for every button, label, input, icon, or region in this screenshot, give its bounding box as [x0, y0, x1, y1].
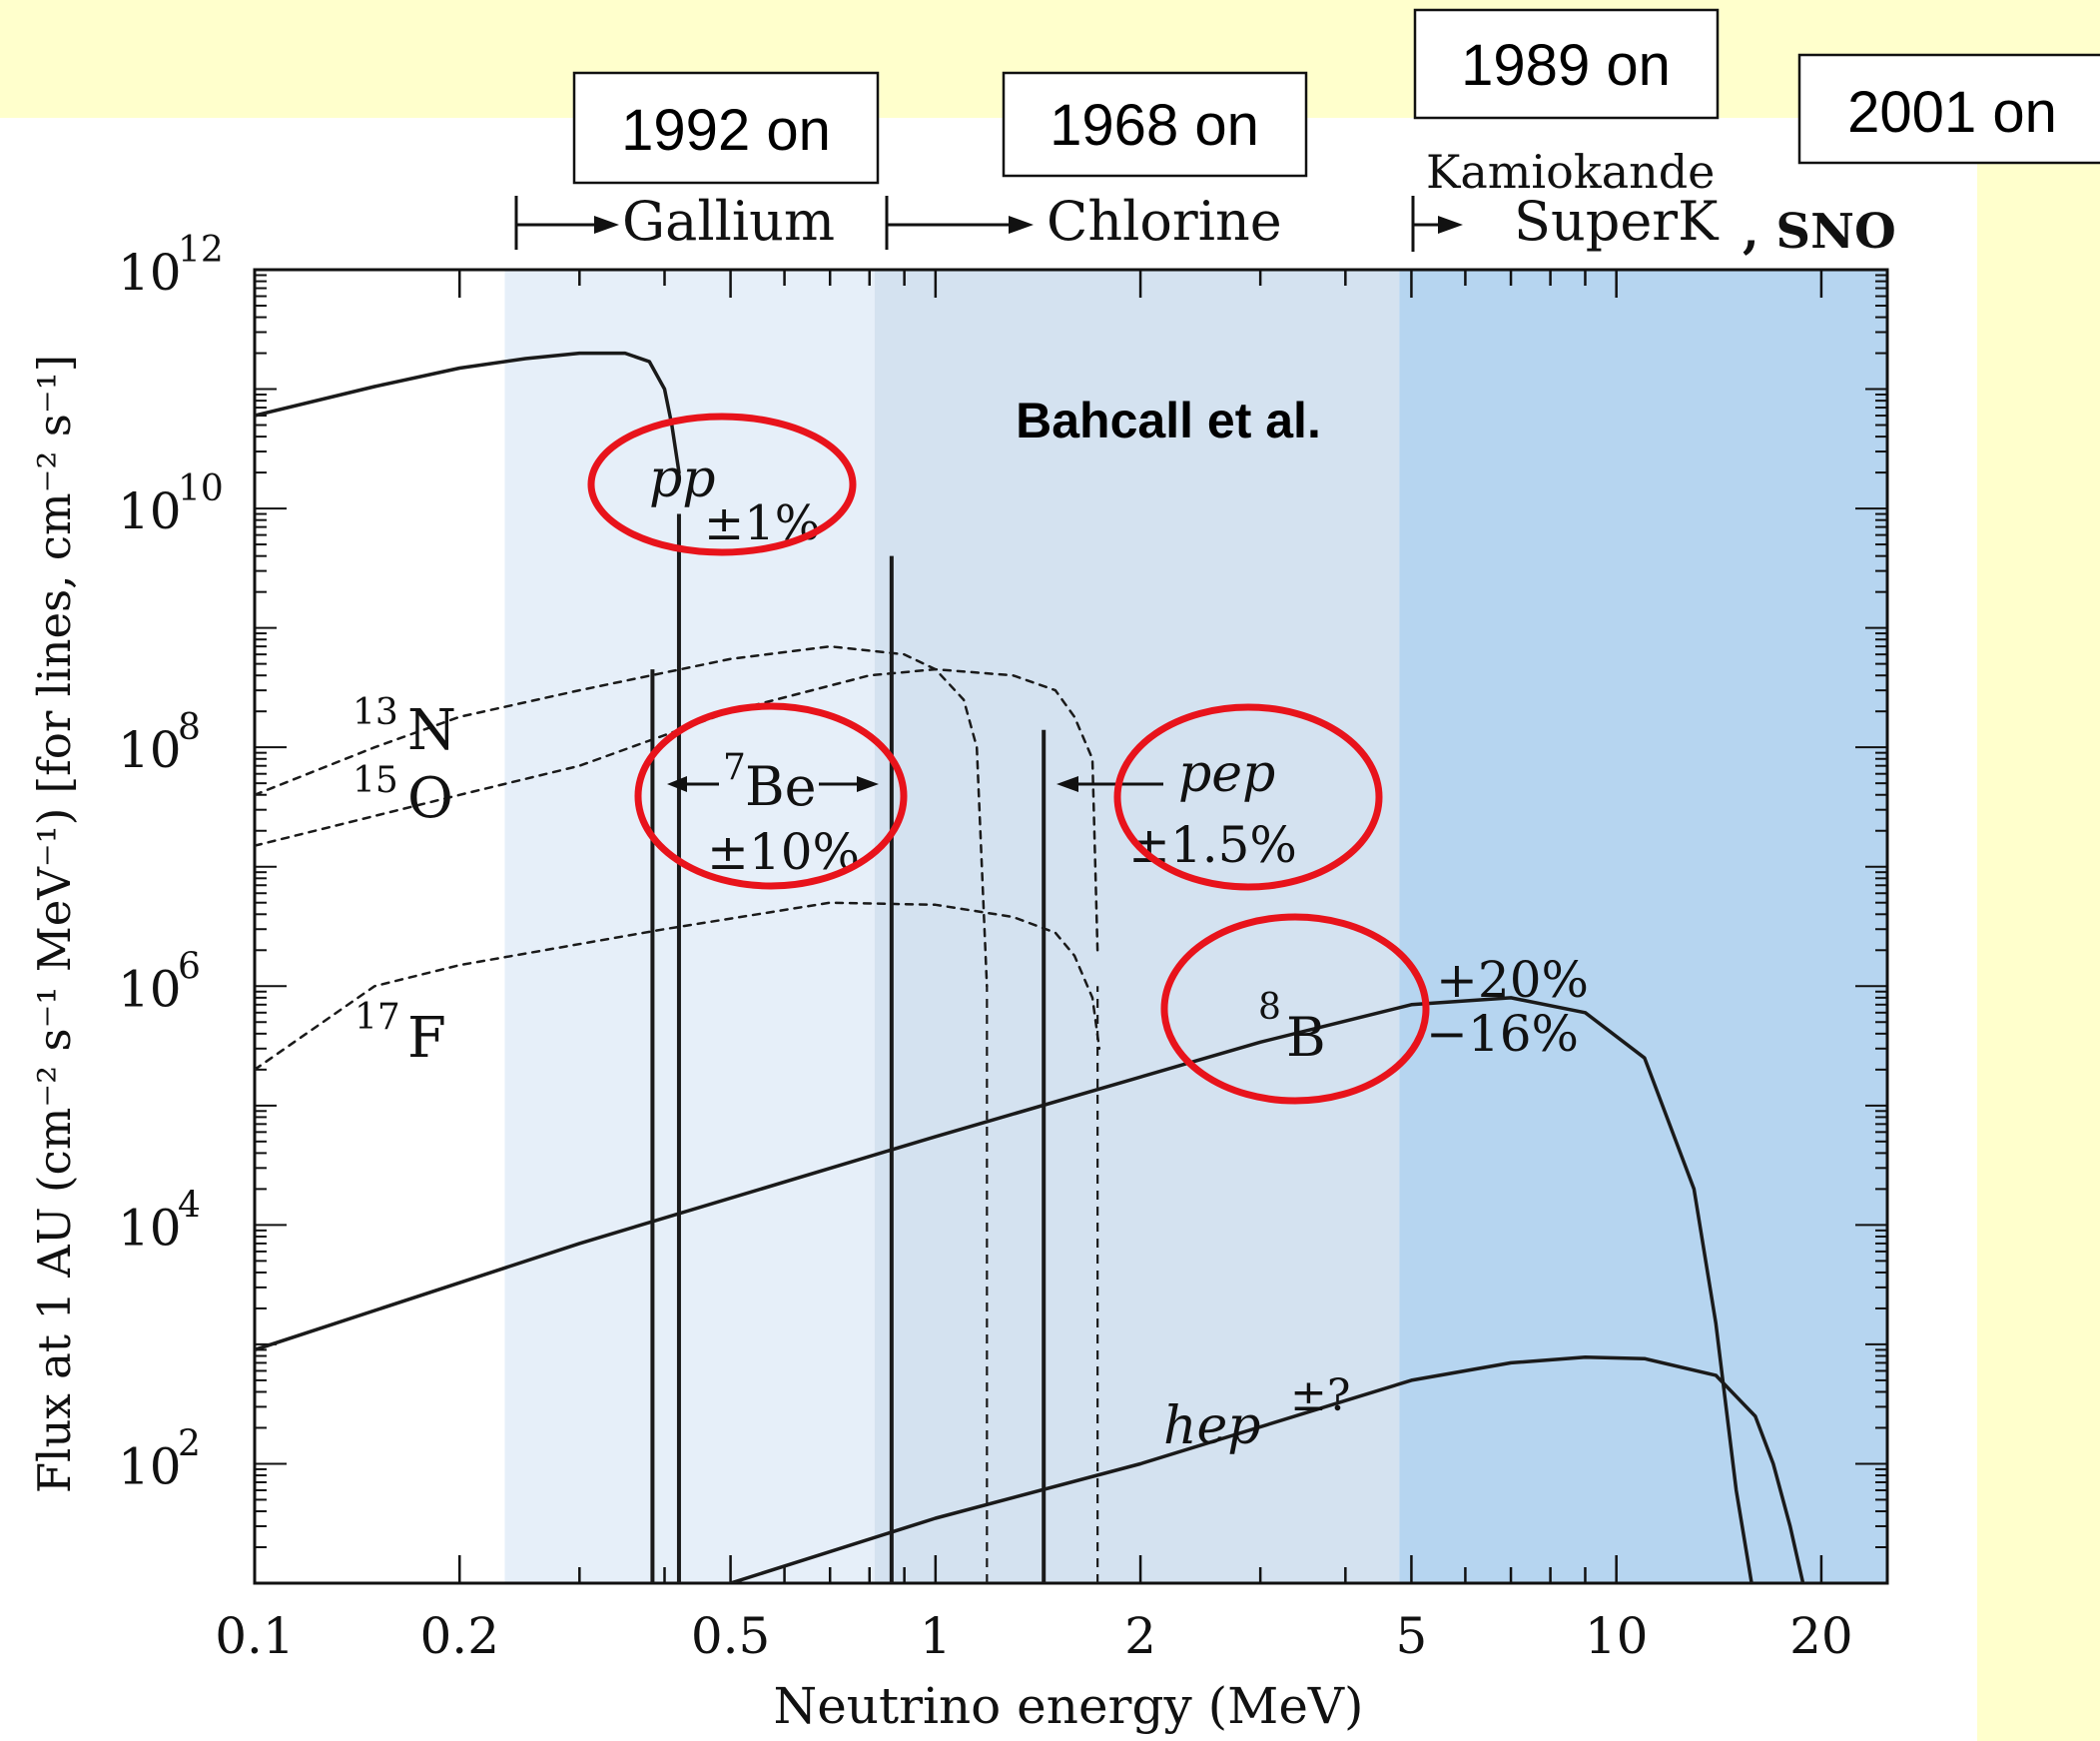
superk-arrow-head [1438, 216, 1463, 234]
pp-highlight-circle [587, 413, 857, 556]
y-axis-label: Flux at 1 AU (cm⁻² s⁻¹ MeV⁻¹) [for lines… [28, 355, 81, 1493]
x-tick-label: 5 [1396, 1607, 1428, 1665]
y-tick-label: 10 [118, 482, 182, 540]
year-box-1989: 1989 on [1413, 8, 1720, 120]
y-tick-label-exponent: 4 [178, 1185, 201, 1226]
series-hep-line [728, 1355, 1805, 1583]
year-box-1968: 1968 on [1002, 71, 1308, 178]
pp-label: pp [649, 449, 716, 509]
n13-symbol: N [407, 698, 456, 763]
svg-text:2001 on: 2001 on [1847, 80, 2057, 145]
year-box-2001: 2001 on [1797, 53, 2100, 165]
spectral-lines [650, 513, 1099, 1583]
o15-mass: 15 [352, 760, 398, 801]
f17-mass: 17 [354, 997, 400, 1038]
pep-uncertainty: ±1.5% [1128, 816, 1297, 874]
be7-mass: 7 [723, 747, 746, 788]
series-8b-line [255, 996, 1753, 1583]
svg-text:1992 on: 1992 on [621, 98, 831, 163]
y-tick-label: 10 [118, 244, 182, 302]
plot-frame [253, 268, 1889, 1585]
y-tick-label-exponent: 8 [178, 707, 201, 748]
x-tick-label: 10 [1585, 1607, 1649, 1665]
chlorine-arrow-head [1009, 216, 1034, 234]
series-pp-line [255, 351, 681, 474]
detector-bands [504, 270, 1887, 1583]
hep-uncertainty: ±? [1290, 1370, 1350, 1421]
plot-border [253, 268, 1889, 1585]
y-tick-label: 10 [118, 721, 182, 779]
b8-symbol: B [1286, 1006, 1326, 1069]
pp-uncertainty: ±1% [704, 495, 820, 551]
svg-text:1968 on: 1968 on [1050, 93, 1259, 158]
b8-highlight-circle [1160, 913, 1430, 1105]
pep-highlight-circle [1113, 703, 1383, 891]
band-superk [1399, 270, 1887, 1583]
b8-mass: 8 [1258, 987, 1281, 1028]
x-tick-label: 20 [1789, 1607, 1853, 1665]
be7-symbol: Be [745, 755, 817, 818]
be7-uncertainty: ±10% [707, 823, 860, 881]
y-tick-label-exponent: 2 [178, 1423, 201, 1464]
svg-text:1989 on: 1989 on [1461, 33, 1671, 98]
series-17f-line [255, 901, 1101, 1072]
band-chlorine [874, 270, 1400, 1583]
o15-symbol: O [407, 766, 453, 831]
band-gallium [504, 270, 875, 1583]
x-tick-label: 0.5 [691, 1607, 771, 1665]
be7-right-arrow-head [857, 776, 879, 792]
be7-left-arrow-head [667, 776, 687, 792]
x-axis-label: Neutrino energy (MeV) [773, 1677, 1363, 1735]
y-tick-label-exponent: 10 [178, 468, 224, 509]
chlorine-label: Chlorine [1047, 190, 1282, 253]
f17-symbol: F [407, 1006, 446, 1071]
b8-uncertainty-minus: −16% [1426, 1005, 1579, 1063]
highlight-circles [587, 413, 1430, 1105]
pep-label: pep [1178, 744, 1275, 804]
hep-label: hep [1163, 1396, 1261, 1456]
y-tick-label: 10 [118, 960, 182, 1018]
series-13n-line [255, 644, 989, 988]
x-tick-label: 0.1 [215, 1607, 295, 1665]
series-15o-line [255, 667, 1099, 952]
experiment-header: Gallium Chlorine Kamiokande SuperK , SNO [514, 145, 1896, 260]
b8-uncertainty-plus: +20% [1436, 951, 1589, 1009]
superk-label: SuperK [1514, 190, 1720, 253]
pep-arrow-head [1056, 776, 1078, 792]
source-labels: pp ±1% 13 N 15 O 17 F 7 Be ±10% pep ±1.5… [352, 449, 1589, 1456]
y-tick-label: 10 [118, 1437, 182, 1495]
year-box-1992: 1992 on [572, 71, 880, 185]
sno-label: , SNO [1743, 204, 1896, 260]
y-tick-label-exponent: 6 [178, 946, 201, 987]
gallium-arrow-head [594, 216, 619, 234]
kamiokande-label: Kamiokande [1426, 145, 1715, 199]
x-tick-label: 0.2 [419, 1607, 499, 1665]
y-tick-label-exponent: 12 [178, 230, 224, 271]
x-tick-labels: 0.1 0.2 0.5 1 2 5 10 20 [215, 1607, 1853, 1665]
flux-curves [255, 351, 1805, 1583]
n13-mass: 13 [352, 692, 398, 733]
x-tick-label: 1 [920, 1607, 952, 1665]
be7-highlight-circle [634, 702, 908, 890]
y-tick-label: 10 [118, 1199, 182, 1257]
x-tick-label: 2 [1124, 1607, 1156, 1665]
gallium-label: Gallium [622, 190, 835, 253]
chart-title: Bahcall et al. [1016, 393, 1321, 448]
